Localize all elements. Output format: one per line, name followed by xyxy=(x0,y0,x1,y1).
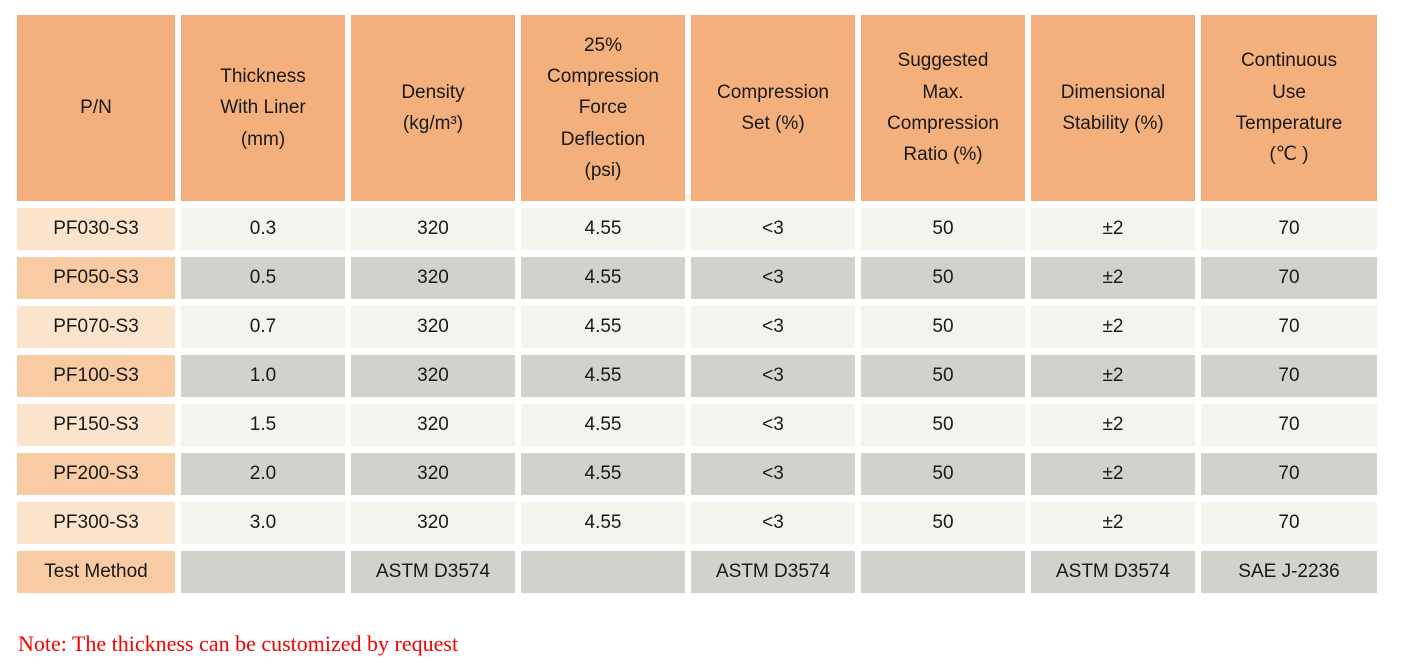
spec-value-cell: <3 xyxy=(691,208,855,250)
spec-value-cell: 50 xyxy=(861,306,1025,348)
table-row: PF200-S3 2.0 320 4.55 <3 50 ±2 70 xyxy=(17,453,1377,495)
spec-value-cell: ±2 xyxy=(1031,453,1195,495)
spec-value-cell xyxy=(521,551,685,593)
spec-value-cell: 70 xyxy=(1201,404,1377,446)
column-header-dimensional-stability: Dimensional Stability (%) xyxy=(1031,15,1195,201)
spec-value-cell: 0.3 xyxy=(181,208,345,250)
spec-value-cell: ±2 xyxy=(1031,355,1195,397)
spec-value-cell: 320 xyxy=(351,404,515,446)
note-text: Note: The thickness can be customized by… xyxy=(18,631,459,656)
part-number-cell: PF030-S3 xyxy=(17,208,175,250)
spec-value-cell: 320 xyxy=(351,208,515,250)
spec-value-cell: 320 xyxy=(351,306,515,348)
spec-value-cell: <3 xyxy=(691,502,855,544)
table-row: Test Method ASTM D3574 ASTM D3574 ASTM D357… xyxy=(17,551,1377,593)
spec-value-cell: 0.5 xyxy=(181,257,345,299)
spec-value-cell: 4.55 xyxy=(521,355,685,397)
part-number-cell: Test Method xyxy=(17,551,175,593)
spec-value-cell: <3 xyxy=(691,257,855,299)
spec-table: P/N Thickness With Liner (mm) Density (kg/… xyxy=(11,8,1383,600)
spec-value-cell: 50 xyxy=(861,453,1025,495)
spec-value-cell: ASTM D3574 xyxy=(351,551,515,593)
part-number-cell: PF200-S3 xyxy=(17,453,175,495)
column-header-compression-set: Compression Set (%) xyxy=(691,15,855,201)
spec-value-cell: 320 xyxy=(351,453,515,495)
spec-value-cell: 2.0 xyxy=(181,453,345,495)
spec-value-cell: <3 xyxy=(691,453,855,495)
spec-value-cell xyxy=(861,551,1025,593)
spec-value-cell: <3 xyxy=(691,306,855,348)
spec-value-cell: <3 xyxy=(691,404,855,446)
spec-value-cell: 70 xyxy=(1201,453,1377,495)
spec-value-cell: 50 xyxy=(861,502,1025,544)
spec-value-cell: ±2 xyxy=(1031,208,1195,250)
spec-value-cell: 4.55 xyxy=(521,404,685,446)
spec-value-cell: 320 xyxy=(351,257,515,299)
table-row: PF150-S3 1.5 320 4.55 <3 50 ±2 70 xyxy=(17,404,1377,446)
table-row: PF050-S3 0.5 320 4.55 <3 50 ±2 70 xyxy=(17,257,1377,299)
spec-value-cell: ±2 xyxy=(1031,502,1195,544)
part-number-cell: PF070-S3 xyxy=(17,306,175,348)
spec-value-cell: 4.55 xyxy=(521,502,685,544)
spec-value-cell: <3 xyxy=(691,355,855,397)
spec-value-cell: 50 xyxy=(861,355,1025,397)
table-row: PF100-S3 1.0 320 4.55 <3 50 ±2 70 xyxy=(17,355,1377,397)
spec-value-cell: ±2 xyxy=(1031,306,1195,348)
column-header-pn: P/N xyxy=(17,15,175,201)
spec-value-cell: ±2 xyxy=(1031,404,1195,446)
part-number-cell: PF100-S3 xyxy=(17,355,175,397)
spec-value-cell: ASTM D3574 xyxy=(691,551,855,593)
spec-value-cell: ±2 xyxy=(1031,257,1195,299)
part-number-cell: PF050-S3 xyxy=(17,257,175,299)
spec-value-cell: 3.0 xyxy=(181,502,345,544)
spec-value-cell: ASTM D3574 xyxy=(1031,551,1195,593)
header-row: P/N Thickness With Liner (mm) Density (kg/… xyxy=(17,15,1377,201)
table-row: PF070-S3 0.7 320 4.55 <3 50 ±2 70 xyxy=(17,306,1377,348)
column-header-thickness-with-liner: Thickness With Liner (mm) xyxy=(181,15,345,201)
spec-value-cell: 320 xyxy=(351,355,515,397)
spec-value-cell: 50 xyxy=(861,404,1025,446)
spec-value-cell: 320 xyxy=(351,502,515,544)
spec-value-cell: 4.55 xyxy=(521,453,685,495)
column-header-continuous-use-temperature: Continuous Use Temperature (℃ ) xyxy=(1201,15,1377,201)
spec-value-cell: 70 xyxy=(1201,257,1377,299)
part-number-cell: PF300-S3 xyxy=(17,502,175,544)
spec-value-cell: 4.55 xyxy=(521,257,685,299)
spec-value-cell: 4.55 xyxy=(521,208,685,250)
spec-value-cell: 70 xyxy=(1201,502,1377,544)
part-number-cell: PF150-S3 xyxy=(17,404,175,446)
column-header-density: Density (kg/m³) xyxy=(351,15,515,201)
spec-value-cell: 50 xyxy=(861,257,1025,299)
spec-value-cell: 4.55 xyxy=(521,306,685,348)
spec-value-cell: 1.0 xyxy=(181,355,345,397)
spec-value-cell: 70 xyxy=(1201,355,1377,397)
table-row: PF030-S3 0.3 320 4.55 <3 50 ±2 70 xyxy=(17,208,1377,250)
column-header-max-compression-ratio: Suggested Max. Compression Ratio (%) xyxy=(861,15,1025,201)
table-row: PF300-S3 3.0 320 4.55 <3 50 ±2 70 xyxy=(17,502,1377,544)
spec-value-cell: 1.5 xyxy=(181,404,345,446)
spec-value-cell: 70 xyxy=(1201,208,1377,250)
spec-value-cell: 0.7 xyxy=(181,306,345,348)
spec-value-cell xyxy=(181,551,345,593)
spec-value-cell: 50 xyxy=(861,208,1025,250)
spec-value-cell: SAE J-2236 xyxy=(1201,551,1377,593)
column-header-compression-force-deflection: 25% Compression Force Deflection (psi) xyxy=(521,15,685,201)
spec-value-cell: 70 xyxy=(1201,306,1377,348)
